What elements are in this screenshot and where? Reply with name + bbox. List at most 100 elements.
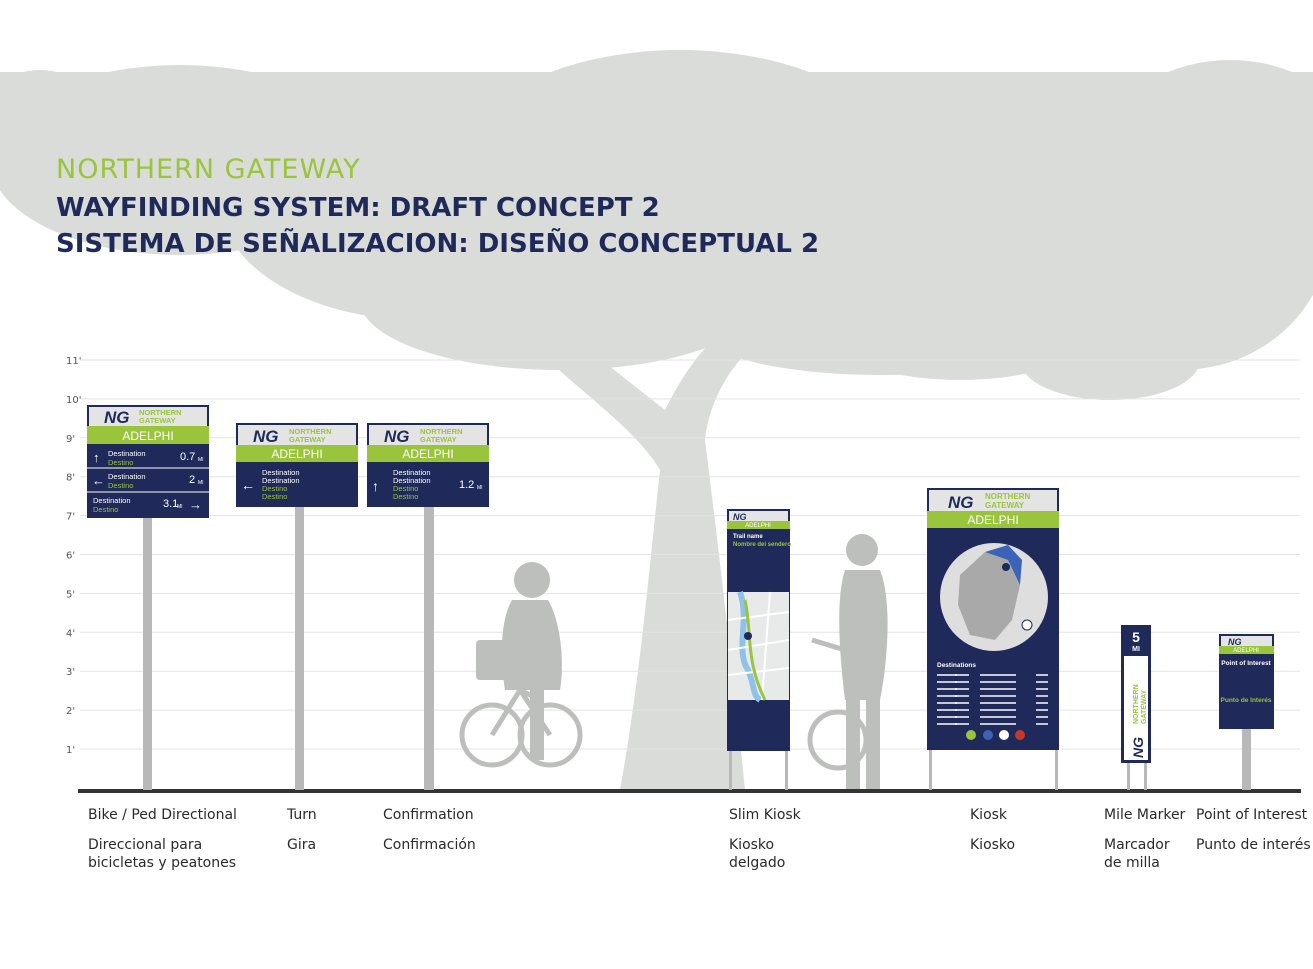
- height-tick-label: 3': [66, 667, 75, 678]
- destination-text: Destination: [393, 468, 431, 477]
- logo-name: NORTHERN: [420, 427, 463, 436]
- logo-initials: NG: [384, 427, 410, 446]
- trail-name: Trail name: [733, 534, 763, 540]
- logo-name: NORTHERN: [289, 427, 332, 436]
- destination-row-line: [1002, 681, 1016, 683]
- destination-row-line: [1036, 716, 1048, 718]
- destination-row-line: [1002, 716, 1016, 718]
- place-name: ADELPHI: [271, 447, 322, 461]
- label-slim-kiosk-es: Kiosko delgado: [729, 837, 786, 871]
- destination-row-line: [980, 674, 1002, 676]
- height-tick-label: 5': [66, 589, 75, 600]
- height-scale: 11' 10' 9' 8' 7' 6' 5' 4' 3' 2' 1': [66, 356, 81, 756]
- logo-name: GATEWAY: [1141, 689, 1148, 724]
- destination-row-line: [955, 716, 969, 718]
- destination-row-line: [955, 681, 969, 683]
- label-turn: Turn: [287, 807, 317, 823]
- destination-row-line: [955, 688, 969, 690]
- point-of-interest-sign: NG ADELPHI Point of Interest Punto de In…: [1219, 634, 1274, 790]
- label-point-of-interest-es: Punto de interés: [1196, 837, 1311, 853]
- destination-text: Destination: [262, 476, 300, 485]
- label-confirmation-es: Confirmación: [383, 837, 476, 853]
- sign-post: [424, 505, 434, 790]
- destination-row-line: [955, 723, 969, 725]
- concept-title-es: SISTEMA DE SEÑALIZACION: DISEÑO CONCEPTU…: [56, 229, 820, 259]
- mile-number: 5: [1132, 629, 1140, 645]
- unit-text: MI: [177, 504, 183, 510]
- logo-initials: NG: [1228, 637, 1242, 647]
- logo-name: GATEWAY: [289, 435, 326, 444]
- unit-text: MI: [477, 485, 483, 491]
- logo-name: GATEWAY: [420, 435, 457, 444]
- height-tick-label: 9': [66, 434, 75, 445]
- poi-title: Point of Interest: [1221, 660, 1271, 667]
- destination-text: Destination: [108, 472, 146, 481]
- destination-row-line: [1036, 674, 1048, 676]
- place-name: ADELPHI: [402, 447, 453, 461]
- place-name: ADELPHI: [745, 523, 771, 529]
- destino-text: Destino: [108, 458, 133, 467]
- kiosk-map: [940, 543, 1048, 651]
- label-turn-es: Gira: [287, 837, 317, 853]
- distance-text: 0.7: [180, 451, 195, 463]
- arrow-left-icon: ←: [241, 477, 255, 493]
- destino-text: Destino: [262, 484, 287, 493]
- logo-name: NORTHERN: [985, 492, 1031, 501]
- label-confirmation: Confirmation: [383, 807, 474, 823]
- label-slim-kiosk: Slim Kiosk: [729, 807, 801, 823]
- destination-row-line: [955, 702, 969, 704]
- distance-text: 1.2: [459, 479, 474, 491]
- logo-initials: NG: [253, 427, 279, 446]
- slim-kiosk-map: [727, 590, 790, 703]
- destination-row-line: [937, 681, 957, 683]
- label-bike-ped-directional: Bike / Ped Directional: [88, 807, 237, 823]
- height-tick-label: 10': [66, 395, 81, 406]
- poi-title-es: Punto de Interés: [1221, 697, 1272, 704]
- destination-row-line: [980, 688, 1002, 690]
- distance-text: 2: [189, 474, 195, 486]
- destination-row-line: [980, 716, 1002, 718]
- destination-text: Destination: [93, 496, 131, 505]
- logo-initials: NG: [1130, 737, 1146, 758]
- tree-silhouette: [0, 50, 1313, 790]
- destination-row-line: [1002, 695, 1016, 697]
- destino-text: Destino: [108, 481, 133, 490]
- label-mile-marker: Mile Marker: [1104, 807, 1186, 823]
- destination-row-line: [980, 695, 1002, 697]
- unit-text: MI: [198, 457, 204, 463]
- destination-row-line: [1002, 688, 1016, 690]
- destination-row-line: [1036, 702, 1048, 704]
- destination-row-line: [937, 723, 957, 725]
- destination-row-line: [937, 674, 957, 676]
- logo-initials: NG: [733, 512, 747, 522]
- destination-text: Destination: [393, 476, 431, 485]
- cyclist-figure: [459, 562, 583, 768]
- destination-row-line: [1036, 723, 1048, 725]
- sign-post: [143, 515, 152, 790]
- destination-row-line: [1002, 674, 1016, 676]
- destino-text: Destino: [393, 484, 418, 493]
- destination-text: Destination: [108, 449, 146, 458]
- arrow-up-icon: ↑: [93, 450, 100, 465]
- logo-initials: NG: [948, 493, 974, 512]
- label-kiosk: Kiosk: [970, 807, 1008, 823]
- destination-row-line: [980, 709, 1002, 711]
- trail-name-es: Nombre del sendero: [733, 542, 791, 548]
- logo-name: NORTHERN: [1133, 684, 1140, 724]
- destination-row-line: [955, 695, 969, 697]
- arrow-left-icon: ←: [92, 473, 105, 488]
- destino-text: Destino: [93, 505, 118, 514]
- height-tick-label: 2': [66, 706, 75, 717]
- destination-row-line: [980, 702, 1002, 704]
- height-tick-label: 6': [66, 551, 75, 562]
- kiosk-sign: NG NORTHERN GATEWAY ADELPHI Destinations: [927, 488, 1059, 790]
- destination-list: [937, 674, 1048, 725]
- height-tick-label: 11': [66, 356, 81, 367]
- destination-row-line: [1036, 688, 1048, 690]
- unit-text: MI: [198, 480, 204, 486]
- destination-row-line: [1036, 695, 1048, 697]
- logo-name: GATEWAY: [985, 501, 1025, 510]
- slim-kiosk-sign: NG ADELPHI Trail name Nombre del sendero: [727, 509, 791, 790]
- destination-row-line: [955, 709, 969, 711]
